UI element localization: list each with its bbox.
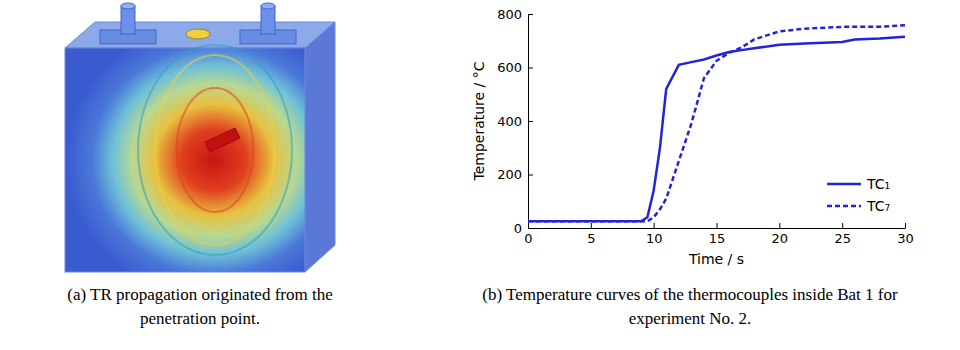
x-tick: 5 xyxy=(587,223,595,246)
y-tick-mark xyxy=(528,228,533,229)
legend-swatch xyxy=(827,183,861,186)
figure: (a) TR propagation originated from thepe… xyxy=(0,0,960,350)
vent xyxy=(186,29,210,39)
y-tick: 800 xyxy=(497,7,533,22)
caption: (b) Temperature curves of the thermocoup… xyxy=(482,285,898,328)
y-tick-mark xyxy=(528,68,533,69)
y-tick-mark xyxy=(528,121,533,122)
series-line xyxy=(528,25,905,221)
legend-label: TC₇ xyxy=(866,198,890,214)
x-tick-mark xyxy=(654,223,655,228)
x-tick: 15 xyxy=(709,223,726,246)
x-tick-label: 0 xyxy=(524,231,532,246)
x-tick: 25 xyxy=(834,223,851,246)
x-tick-mark xyxy=(717,223,718,228)
y-tick-label: 0 xyxy=(514,221,522,236)
x-tick-label: 15 xyxy=(709,231,726,246)
lines xyxy=(528,25,905,221)
x-tick-mark xyxy=(842,223,843,228)
y-tick: 0 xyxy=(514,221,533,236)
y-axis: 0 200 400 600 800 xyxy=(497,7,533,236)
terminal-cap xyxy=(121,3,135,9)
y-tick-label: 400 xyxy=(497,114,522,129)
x-tick-label: 30 xyxy=(897,231,914,246)
y-tick: 400 xyxy=(497,114,533,129)
x-axis-line xyxy=(529,228,906,229)
y-tick-label: 600 xyxy=(497,60,522,75)
y-tick: 600 xyxy=(497,60,533,75)
x-tick-mark xyxy=(905,223,906,228)
legend-entry: TC₁ xyxy=(827,176,890,192)
y-tick-label: 200 xyxy=(497,167,522,182)
y-axis-title: Temperature / °C xyxy=(471,61,487,181)
x-tick-label: 10 xyxy=(646,231,663,246)
x-tick: 20 xyxy=(772,223,789,246)
x-tick-mark xyxy=(779,223,780,228)
propagation-front xyxy=(156,55,275,245)
x-tick: 30 xyxy=(897,223,914,246)
y-tick-mark xyxy=(528,14,533,15)
caption: (a) TR propagation originated from thepe… xyxy=(67,285,332,328)
terminal xyxy=(261,6,275,34)
propagation-front xyxy=(177,88,254,212)
x-tick-label: 5 xyxy=(587,231,595,246)
penetration-nail xyxy=(205,128,240,152)
propagation-front xyxy=(138,45,292,255)
x-axis-title: Time / s xyxy=(688,251,744,267)
legend: TC₁ TC₇ xyxy=(827,176,890,214)
x-tick-label: 25 xyxy=(834,231,851,246)
y-tick-mark xyxy=(528,175,533,176)
series-line xyxy=(528,37,905,222)
y-tick: 200 xyxy=(497,167,533,182)
battery-front xyxy=(65,48,305,272)
x-axis: 0 5 10 15 20 25 30 xyxy=(524,223,913,246)
battery-top xyxy=(65,22,335,48)
legend-entry: TC₇ xyxy=(827,198,890,214)
x-tick-mark xyxy=(591,223,592,228)
legend-label: TC₁ xyxy=(866,176,890,192)
battery-render xyxy=(65,3,335,272)
x-tick-label: 20 xyxy=(772,231,789,246)
terminal xyxy=(121,6,135,34)
terminal-cap xyxy=(261,3,275,9)
y-tick-label: 800 xyxy=(497,7,522,22)
battery-side xyxy=(305,22,335,272)
legend-swatch xyxy=(827,205,861,208)
x-tick: 10 xyxy=(646,223,663,246)
